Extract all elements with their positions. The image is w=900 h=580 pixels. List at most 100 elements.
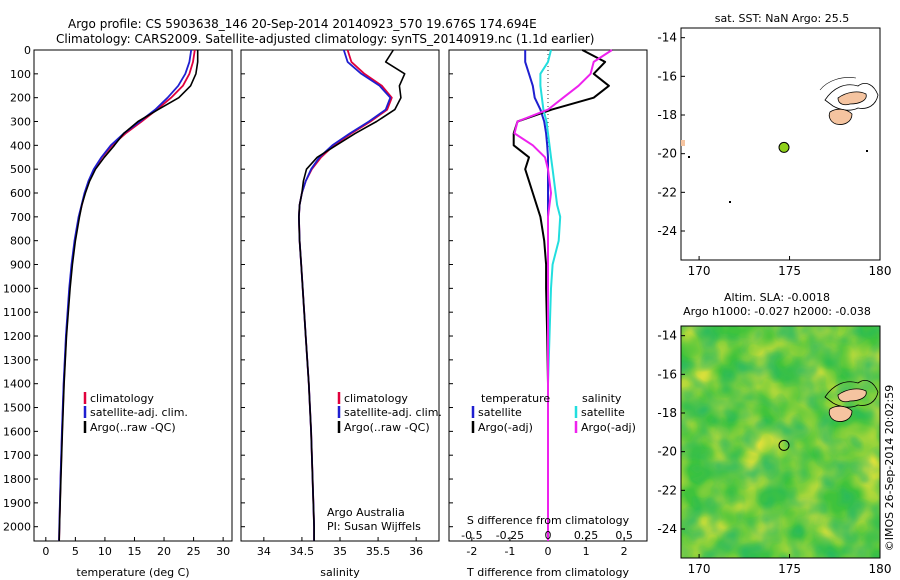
lon-tick-label: 180	[869, 264, 892, 278]
legend-sat-label: satellite-adj. clim.	[90, 406, 188, 419]
islet	[729, 201, 731, 203]
series-line-argo-raw-qc-	[298, 49, 406, 541]
s-diff-tick-label: 0.5	[615, 529, 633, 542]
x-tick-label: -1	[504, 545, 515, 558]
header-line2: Climatology: CARS2009. Satellite-adjuste…	[56, 32, 594, 46]
x-tick-label: 36	[409, 545, 423, 558]
temperature-ticks: 0 5 10 15 20 25 30	[42, 537, 230, 558]
depth-tick-label: 100	[10, 68, 31, 81]
legend-t-sat-label: satellite	[478, 406, 522, 419]
depth-tick-label: 1100	[3, 306, 31, 319]
lat-tick-label: -22	[657, 185, 677, 199]
depth-tick-label: 1000	[3, 282, 31, 295]
temperature-legend: climatology satellite-adj. clim. Argo(..…	[83, 392, 188, 434]
depth-tick-label: 700	[10, 211, 31, 224]
depth-tick-label: 2000	[3, 521, 31, 534]
depth-tick-label: 1500	[3, 402, 31, 415]
difference-depth-ticks	[449, 49, 453, 528]
lat-tick-label: -14	[657, 31, 677, 45]
pi-label: PI: Susan Wijffels	[327, 520, 421, 533]
lon-tick-label: 170	[688, 264, 711, 278]
difference-legend: temperature salinity satellite Argo(-adj…	[471, 392, 636, 434]
depth-tick-label: 400	[10, 139, 31, 152]
s-diff-tick-label: -0.5	[461, 529, 482, 542]
temperature-lines	[58, 49, 199, 542]
fiji-outline	[824, 380, 879, 408]
lon-tick-label: 175	[778, 562, 801, 576]
argo-position-marker	[778, 141, 790, 153]
lat-tick-label: -24	[657, 522, 677, 536]
depth-tick-label: 0	[24, 44, 31, 57]
s-difference-ticks: -0.5 -0.25 0 0.25 0.5	[461, 529, 633, 542]
salinity-panel: 34 34.5 35 35.5 36 salinity climatology sate…	[240, 49, 442, 579]
diff-line-s-argo-adj-	[513, 49, 613, 541]
x-tick-label: 20	[157, 545, 171, 558]
x-tick-label: 5	[72, 545, 79, 558]
lon-tick-label: 170	[688, 562, 711, 576]
x-tick-label: 10	[98, 545, 112, 558]
header-line1: Argo profile: CS 5903638_146 20-Sep-2014…	[68, 17, 537, 31]
x-tick-label: 25	[187, 545, 201, 558]
depth-ticks: 0 100 200 300 400 500 600 700 800 900 1000 1100 1200…	[3, 44, 38, 534]
depth-tick-label: 1200	[3, 330, 31, 343]
viti-levu	[828, 108, 853, 125]
sla-map-title2: Argo h1000: -0.027 h2000: -0.038	[683, 305, 871, 318]
x-tick-label: 30	[216, 545, 230, 558]
sla-field	[681, 326, 880, 558]
salinity-ticks: 34 34.5 35 35.5 36	[257, 537, 423, 558]
salinity-xlabel: salinity	[320, 566, 360, 579]
sst-map: sat. SST: NaN Argo: 25.5 170 175 180 -14 -16…	[657, 12, 891, 278]
x-tick-label: -2	[466, 545, 477, 558]
depth-tick-label: 1300	[3, 354, 31, 367]
depth-tick-label: 800	[10, 235, 31, 248]
legend-argo-label: Argo(..raw -QC)	[344, 421, 430, 434]
sla-map-axes	[680, 325, 881, 559]
depth-tick-label: 1400	[3, 378, 31, 391]
salinity-legend: climatology satellite-adj. clim. Argo(..…	[337, 392, 442, 434]
institution-label: Argo Australia	[327, 506, 405, 519]
lat-tick-label: -20	[657, 445, 677, 459]
depth-tick-label: 1800	[3, 473, 31, 486]
argo-position-marker	[778, 439, 790, 451]
legend-salinity-title: salinity	[582, 392, 622, 405]
salinity-axes	[240, 49, 440, 542]
lat-tick-label: -16	[657, 69, 677, 83]
difference-lines	[512, 49, 613, 541]
sla-map-title1: Altim. SLA: -0.0018	[724, 291, 830, 304]
diff-line-s-satellite	[539, 49, 562, 541]
s-diff-tick-label: -0.25	[496, 529, 524, 542]
islet	[688, 156, 690, 158]
lat-tick-label: -22	[657, 483, 677, 497]
series-line-argo-raw-qc-	[58, 50, 199, 542]
s-diff-tick-label: 0.25	[574, 529, 599, 542]
x-tick-label: 0	[545, 545, 552, 558]
series-line-satellite-adj-clim-	[58, 49, 193, 542]
x-tick-label: 35	[333, 545, 347, 558]
t-difference-label: T difference from climatology	[466, 566, 629, 579]
diff-line-t-argo-adj-	[512, 49, 610, 541]
lat-tick-label: -20	[657, 147, 677, 161]
fiji-island	[837, 388, 867, 403]
s-difference-label: S difference from climatology	[467, 514, 630, 527]
depth-tick-label: 900	[10, 259, 31, 272]
sla-map-ticks: 170 175 180 -14 -16 -18 -20 -22 -24	[657, 329, 891, 576]
sst-land	[681, 77, 879, 203]
s-diff-tick-label: 0	[545, 529, 552, 542]
depth-tick-label: 1600	[3, 425, 31, 438]
lon-tick-label: 175	[778, 264, 801, 278]
legend-sat-label: satellite-adj. clim.	[344, 406, 442, 419]
islet	[681, 140, 685, 146]
temperature-axes	[33, 49, 233, 542]
viti-levu	[828, 405, 853, 422]
legend-clim-label: climatology	[344, 392, 408, 405]
islet	[866, 150, 868, 152]
lat-tick-label: -18	[657, 108, 677, 122]
sla-map: Altim. SLA: -0.0018 Argo h1000: -0.027 h…	[657, 291, 891, 576]
difference-panel: -2 -1 0 1 2 temperature salinity satellite A…	[448, 49, 648, 579]
x-tick-label: 34.5	[290, 545, 315, 558]
temperature-panel: 0100200300400500600700800900100011001200…	[3, 44, 233, 579]
sst-map-ticks: 170 175 180 -14 -16 -18 -20 -22 -24	[657, 31, 891, 278]
depth-tick-label: 1900	[3, 497, 31, 510]
diff-line-t-satellite	[524, 50, 549, 541]
imos-timestamp: ©IMOS 26-Sep-2014 20:02:59	[883, 385, 896, 551]
